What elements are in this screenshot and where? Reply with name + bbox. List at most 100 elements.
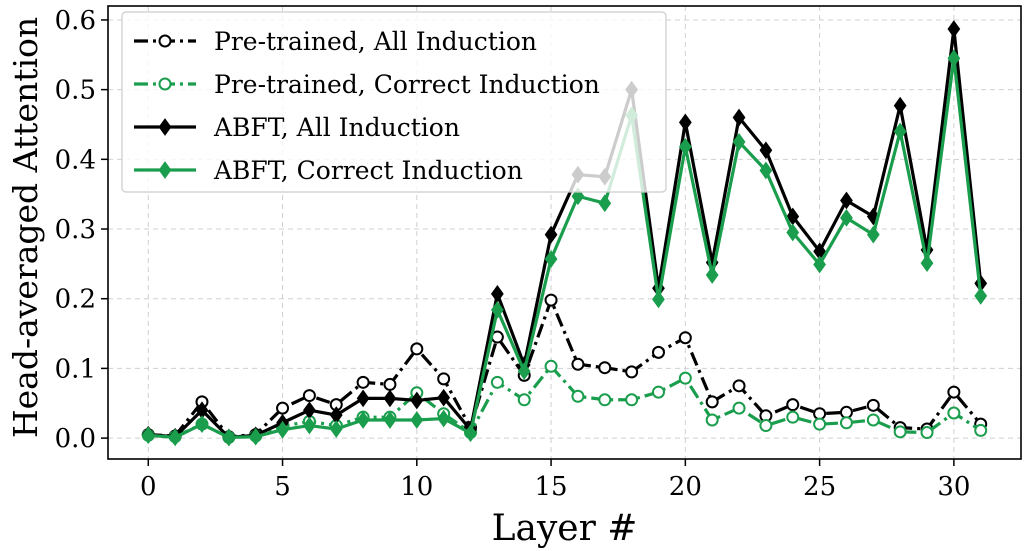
data-point xyxy=(651,345,665,359)
data-point xyxy=(732,401,746,415)
data-point xyxy=(759,141,773,160)
legend-marker xyxy=(158,118,172,136)
data-point xyxy=(517,393,531,407)
data-point xyxy=(544,359,558,373)
series-4 xyxy=(141,49,988,447)
data-point xyxy=(705,413,719,427)
data-point xyxy=(383,377,397,391)
data-point xyxy=(893,96,907,115)
data-point xyxy=(383,389,397,408)
data-point xyxy=(598,361,612,375)
series-layer xyxy=(141,20,988,447)
data-point xyxy=(437,372,451,386)
data-point xyxy=(866,413,880,427)
data-point xyxy=(141,426,155,445)
y-tick-label: 0.0 xyxy=(55,424,96,454)
data-point xyxy=(571,389,585,403)
data-point xyxy=(786,398,800,412)
data-point xyxy=(598,393,612,407)
legend-label: Pre-trained, Correct Induction xyxy=(214,70,600,99)
x-tick-label: 20 xyxy=(669,472,702,502)
legend-marker xyxy=(158,77,172,91)
data-point xyxy=(329,420,343,438)
x-tick-label: 5 xyxy=(274,472,291,502)
data-point xyxy=(464,424,477,443)
legend-marker xyxy=(158,34,172,48)
data-point xyxy=(786,410,800,424)
data-point xyxy=(678,137,692,156)
data-point xyxy=(651,385,665,399)
data-point xyxy=(276,401,290,415)
data-point xyxy=(678,331,692,345)
data-point xyxy=(249,427,263,446)
x-axis-label: Layer # xyxy=(492,508,638,549)
data-point xyxy=(410,411,424,429)
data-point xyxy=(303,401,316,420)
y-axis-label: Head-averaged Attention xyxy=(6,17,45,438)
y-tick-label: 0.5 xyxy=(55,76,96,106)
data-point xyxy=(544,293,558,307)
legend: Pre-trained, All Induction Pre-trained, C… xyxy=(121,11,667,193)
legend-label: Pre-trained, All Induction xyxy=(214,27,537,56)
plot-frame xyxy=(107,5,1022,460)
data-point xyxy=(544,225,558,244)
data-point xyxy=(222,428,236,447)
data-point xyxy=(947,385,961,399)
data-point xyxy=(813,255,826,274)
data-point xyxy=(705,266,719,284)
data-point xyxy=(625,393,639,407)
data-point xyxy=(490,375,504,389)
data-point xyxy=(840,191,853,210)
legend-label: ABFT, Correct Induction xyxy=(213,156,523,185)
data-point xyxy=(974,287,988,305)
data-point xyxy=(678,371,692,385)
data-point xyxy=(490,284,504,303)
data-point xyxy=(947,406,961,420)
data-point xyxy=(866,225,880,244)
data-point xyxy=(893,425,907,439)
data-point xyxy=(356,375,370,389)
data-point xyxy=(786,223,800,242)
data-point xyxy=(893,122,907,141)
data-point xyxy=(974,423,988,437)
data-point xyxy=(598,194,612,213)
legend-label: ABFT, All Induction xyxy=(213,113,460,142)
data-point xyxy=(303,416,316,435)
data-point xyxy=(759,419,773,433)
data-point xyxy=(437,409,451,428)
data-point xyxy=(410,342,424,356)
legend-marker xyxy=(158,161,172,179)
data-point xyxy=(302,389,316,403)
data-point xyxy=(839,416,853,430)
data-point xyxy=(356,389,370,408)
data-point xyxy=(276,420,289,439)
axis-ticks: 0 5 10 15 20 25 30 0.0 0.1 0.2 0.3 0.4 0.5 0.6 xyxy=(55,6,971,502)
y-tick-label: 0.6 xyxy=(55,6,96,36)
data-point xyxy=(920,426,934,440)
data-point xyxy=(356,411,370,429)
x-tick-label: 30 xyxy=(937,472,970,502)
data-point xyxy=(732,133,746,151)
data-point xyxy=(947,20,961,38)
data-point xyxy=(866,398,880,412)
data-point xyxy=(195,415,209,434)
x-tick-label: 15 xyxy=(535,472,568,502)
data-point xyxy=(571,357,585,371)
x-tick-label: 25 xyxy=(803,472,836,502)
data-point xyxy=(678,113,692,132)
y-tick-label: 0.2 xyxy=(55,285,96,315)
data-point xyxy=(652,290,665,309)
data-point xyxy=(732,379,746,393)
data-point xyxy=(839,405,853,419)
data-point xyxy=(490,301,504,319)
y-tick-label: 0.4 xyxy=(55,145,96,175)
data-point xyxy=(920,254,934,273)
data-point xyxy=(410,391,424,410)
data-point xyxy=(813,407,827,421)
data-point xyxy=(168,428,182,447)
data-point xyxy=(517,362,531,381)
data-point xyxy=(813,417,827,431)
data-point xyxy=(840,209,853,227)
data-point xyxy=(732,108,746,127)
data-point xyxy=(544,250,558,268)
